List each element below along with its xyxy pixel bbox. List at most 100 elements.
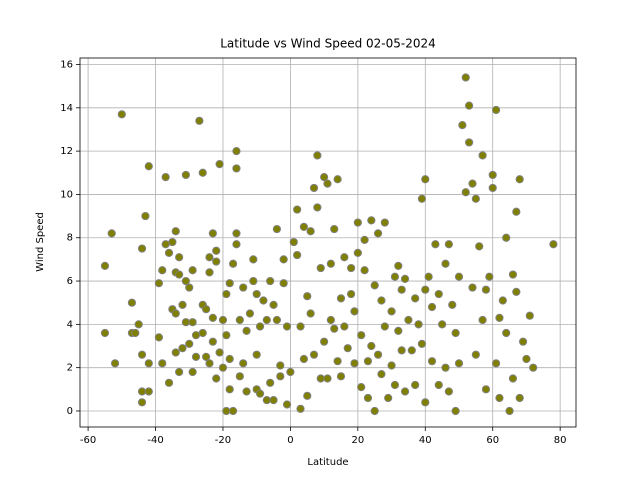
point: [154, 279, 164, 288]
point: [367, 216, 376, 225]
point: [421, 175, 430, 184]
point: [380, 322, 389, 331]
point: [262, 315, 271, 325]
point: [276, 372, 285, 381]
x-tick-label: -20: [215, 435, 231, 446]
y-tick-label: 12: [60, 146, 73, 157]
point: [171, 309, 180, 318]
point: [512, 287, 521, 296]
point: [454, 359, 464, 368]
point: [296, 404, 305, 413]
point: [434, 380, 443, 390]
point: [471, 194, 480, 203]
point: [400, 387, 410, 396]
point: [282, 400, 292, 409]
point: [299, 354, 308, 364]
point: [384, 393, 393, 403]
point: [131, 328, 140, 338]
point: [434, 289, 443, 299]
point: [350, 307, 359, 316]
point: [282, 322, 292, 331]
point: [215, 160, 224, 169]
y-tick-label: 10: [60, 189, 73, 200]
point: [451, 328, 460, 338]
point: [346, 289, 356, 299]
point: [485, 272, 494, 281]
point: [360, 235, 369, 245]
point: [363, 393, 373, 403]
point: [269, 300, 278, 309]
point: [249, 276, 258, 286]
point: [232, 240, 241, 249]
point: [417, 194, 427, 203]
y-axis-label: Wind Speed: [35, 212, 46, 272]
point: [198, 328, 207, 338]
point: [360, 266, 369, 275]
point: [451, 406, 460, 416]
point: [205, 359, 214, 368]
point: [252, 289, 261, 299]
point: [306, 227, 315, 236]
point: [175, 367, 184, 377]
point: [448, 300, 457, 309]
point: [458, 121, 467, 130]
point: [471, 350, 480, 359]
point: [491, 359, 501, 368]
point: [100, 328, 110, 338]
point: [242, 326, 251, 335]
point: [390, 380, 400, 390]
point: [252, 350, 261, 359]
point: [232, 229, 241, 238]
point: [218, 363, 228, 372]
x-tick-label: 20: [351, 435, 364, 446]
point: [549, 240, 558, 249]
point: [272, 224, 282, 234]
point: [289, 237, 298, 247]
point: [346, 263, 356, 273]
point: [475, 242, 484, 251]
point: [208, 337, 217, 346]
point: [320, 337, 329, 346]
point: [481, 285, 491, 294]
point: [293, 205, 302, 214]
point: [286, 367, 295, 377]
point: [411, 294, 420, 303]
point: [478, 315, 487, 325]
point: [158, 266, 167, 275]
point: [100, 261, 110, 270]
point: [293, 250, 302, 260]
point: [208, 229, 217, 238]
y-tick-label: 4: [67, 319, 73, 330]
point: [269, 396, 278, 405]
point: [407, 346, 416, 355]
x-tick-label: -40: [147, 435, 163, 446]
point: [336, 372, 346, 381]
point: [330, 324, 339, 333]
point: [191, 352, 201, 361]
point: [225, 279, 234, 288]
point: [481, 385, 491, 394]
point: [245, 309, 255, 318]
plot-frame: [79, 57, 577, 428]
point: [144, 359, 153, 368]
point: [202, 305, 211, 314]
point: [212, 257, 221, 266]
point: [127, 298, 137, 307]
point: [259, 296, 268, 305]
chart-title: Latitude vs Wind Speed 02-05-2024: [220, 37, 436, 51]
point: [164, 378, 174, 387]
y-tick-label: 14: [60, 103, 73, 114]
point: [400, 274, 410, 283]
point: [316, 263, 325, 273]
point: [343, 344, 352, 353]
point: [333, 175, 342, 184]
point: [370, 406, 379, 416]
point: [137, 387, 147, 396]
point: [107, 229, 116, 238]
point: [370, 281, 379, 290]
y-tick-label: 2: [67, 363, 73, 374]
point: [495, 393, 504, 403]
point: [488, 183, 497, 193]
point: [508, 270, 518, 279]
